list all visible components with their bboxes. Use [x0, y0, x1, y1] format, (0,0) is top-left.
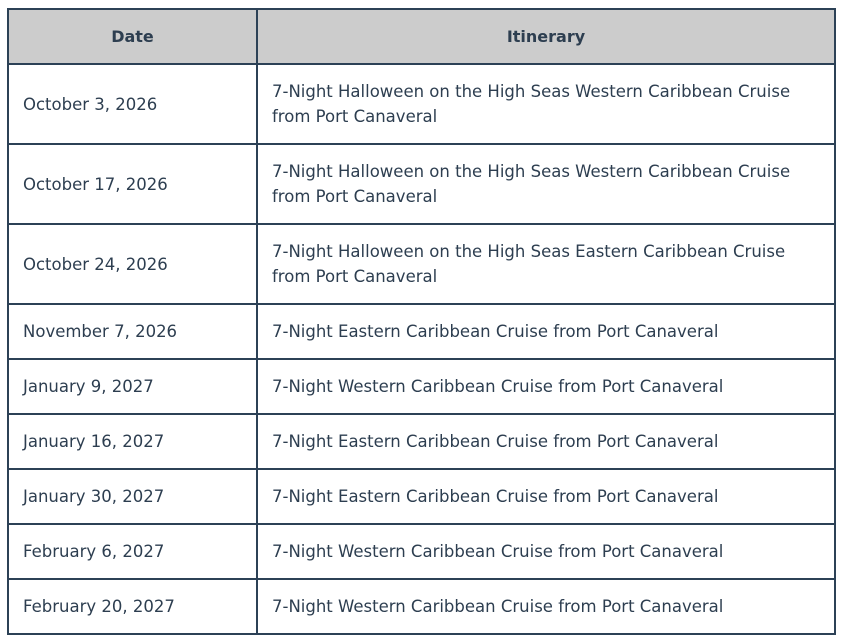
- table-row: October 3, 2026 7-Night Halloween on the …: [7, 63, 836, 145]
- date-cell: November 7, 2026: [7, 303, 258, 360]
- date-cell: October 24, 2026: [7, 223, 258, 305]
- itinerary-cell: 7-Night Halloween on the High Seas Easte…: [256, 223, 836, 305]
- itinerary-cell: 7-Night Eastern Caribbean Cruise from Po…: [256, 413, 836, 470]
- itinerary-cell: 7-Night Eastern Caribbean Cruise from Po…: [256, 303, 836, 360]
- table-row: January 30, 2027 7-Night Eastern Caribbea…: [7, 468, 836, 525]
- itinerary-cell: 7-Night Halloween on the High Seas Weste…: [256, 143, 836, 225]
- date-cell: February 20, 2027: [7, 578, 258, 635]
- header-row: Date Itinerary: [7, 8, 836, 65]
- date-cell: January 16, 2027: [7, 413, 258, 470]
- header-itinerary: Itinerary: [256, 8, 836, 65]
- table-row: February 20, 2027 7-Night Western Caribbe…: [7, 578, 836, 635]
- cruise-schedule-table: Date Itinerary October 3, 2026 7-Night Ha…: [7, 8, 836, 635]
- itinerary-cell: 7-Night Western Caribbean Cruise from Po…: [256, 358, 836, 415]
- table-row: October 17, 2026 7-Night Halloween on the…: [7, 143, 836, 225]
- date-cell: February 6, 2027: [7, 523, 258, 580]
- itinerary-cell: 7-Night Eastern Caribbean Cruise from Po…: [256, 468, 836, 525]
- table-row: February 6, 2027 7-Night Western Caribbea…: [7, 523, 836, 580]
- date-cell: October 3, 2026: [7, 63, 258, 145]
- table-row: January 9, 2027 7-Night Western Caribbean…: [7, 358, 836, 415]
- table-row: November 7, 2026 7-Night Eastern Caribbea…: [7, 303, 836, 360]
- table-row: January 16, 2027 7-Night Eastern Caribbea…: [7, 413, 836, 470]
- date-cell: January 30, 2027: [7, 468, 258, 525]
- table-row: October 24, 2026 7-Night Halloween on the…: [7, 223, 836, 305]
- header-date: Date: [7, 8, 258, 65]
- date-cell: January 9, 2027: [7, 358, 258, 415]
- itinerary-cell: 7-Night Western Caribbean Cruise from Po…: [256, 523, 836, 580]
- date-cell: October 17, 2026: [7, 143, 258, 225]
- itinerary-cell: 7-Night Halloween on the High Seas Weste…: [256, 63, 836, 145]
- itinerary-cell: 7-Night Western Caribbean Cruise from Po…: [256, 578, 836, 635]
